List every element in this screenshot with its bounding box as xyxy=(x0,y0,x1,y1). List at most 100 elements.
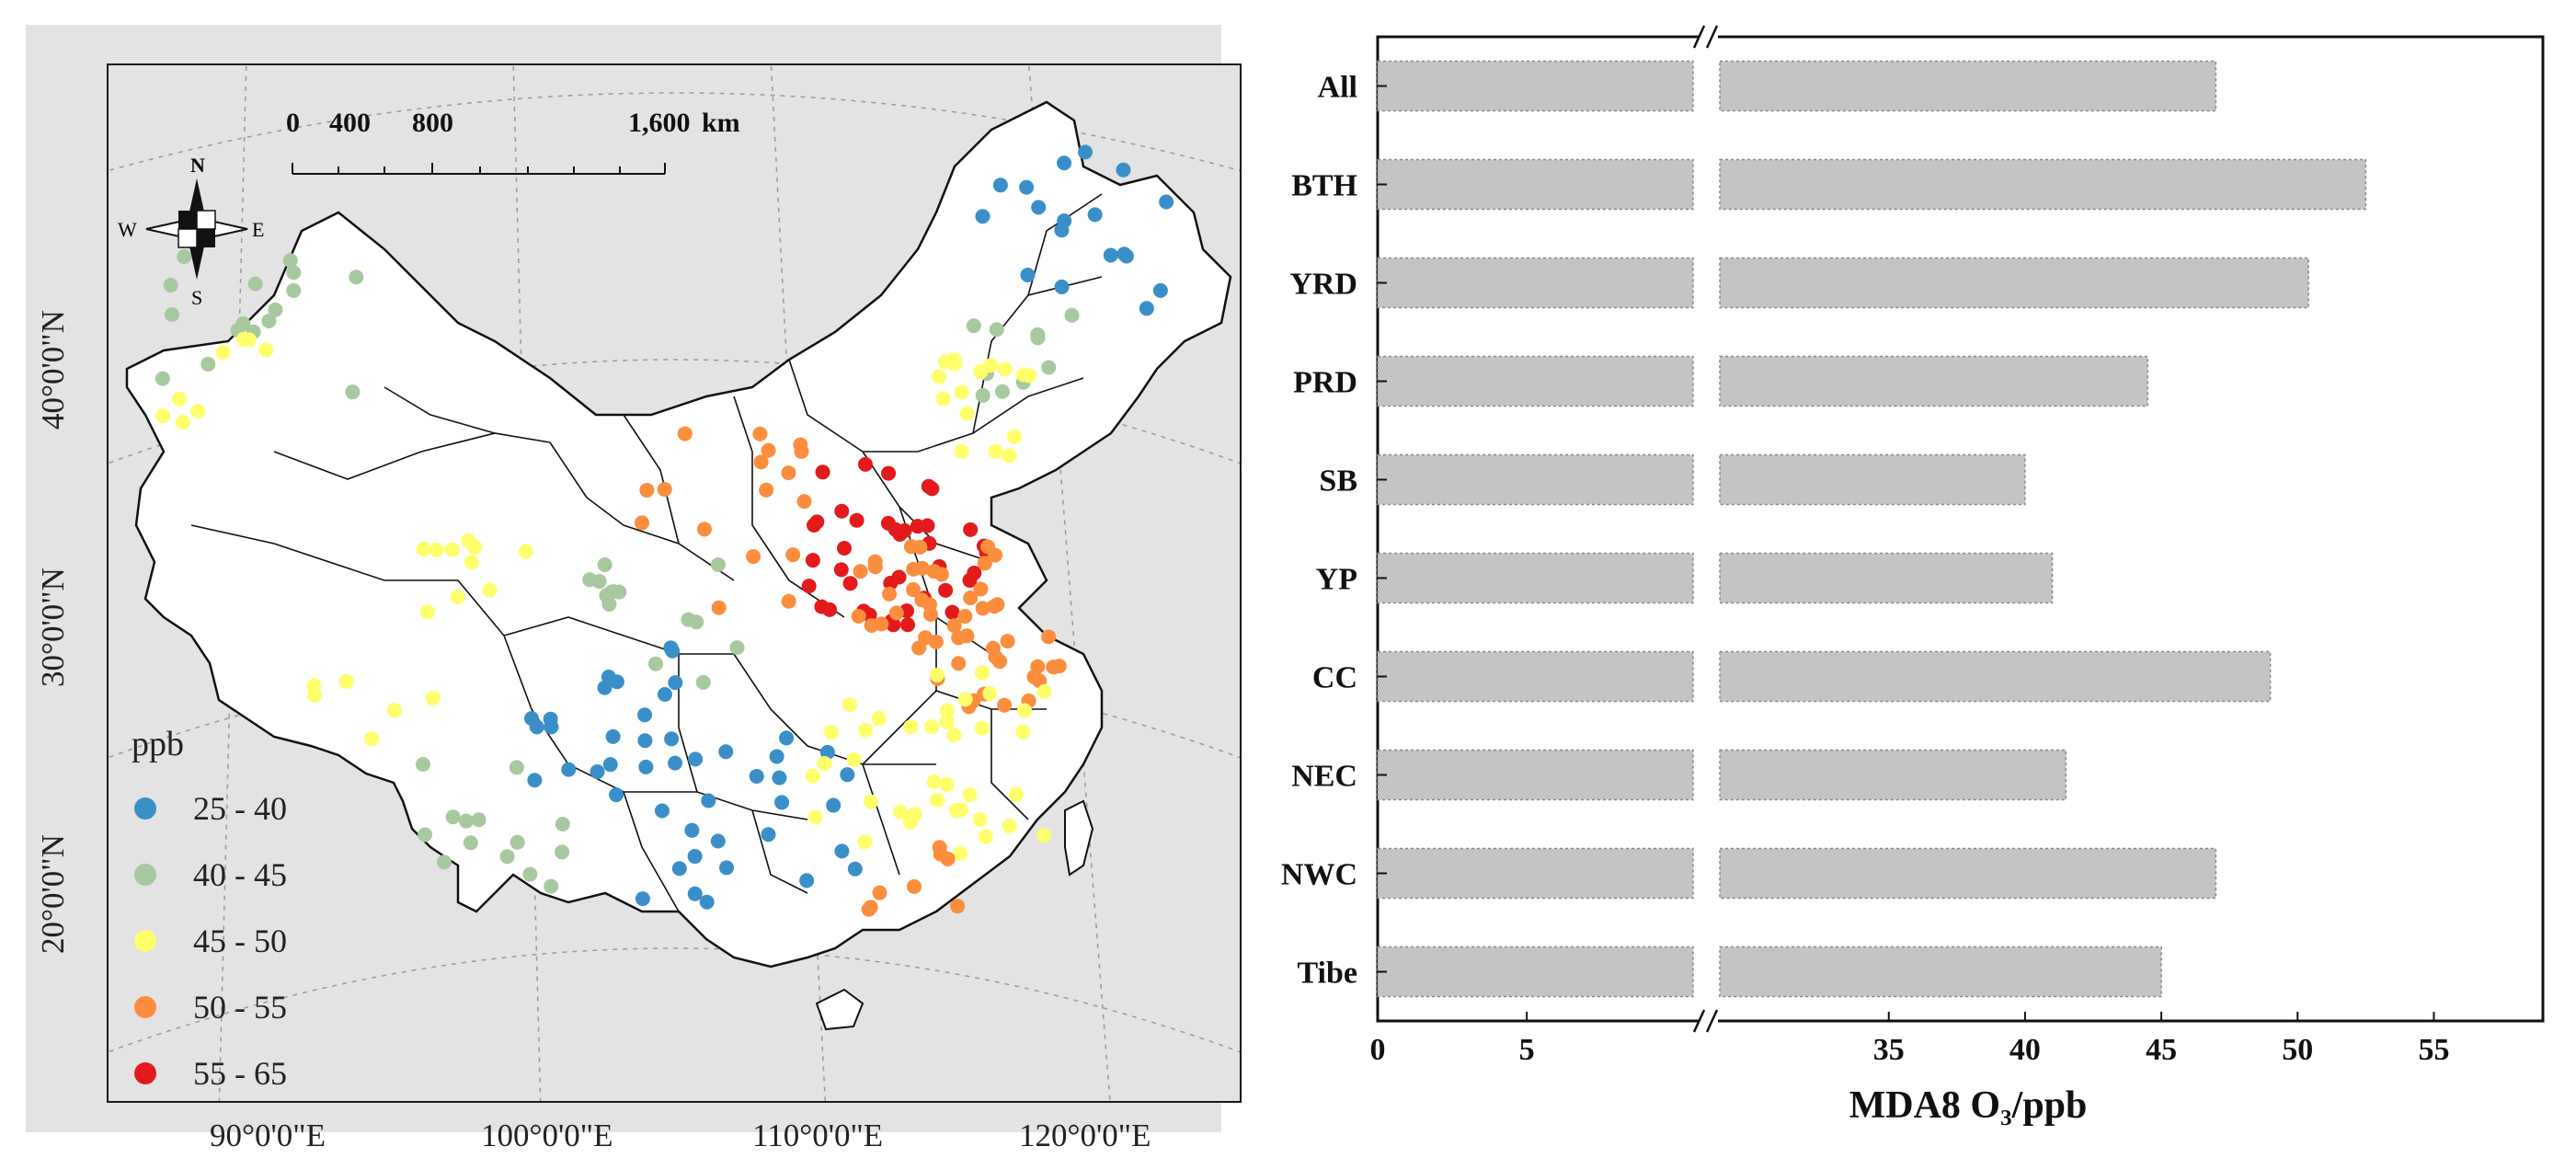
station-dot xyxy=(1015,724,1031,740)
lon-label-110: 110°0'0"E xyxy=(752,1118,884,1153)
bar-SB-low xyxy=(1377,453,1694,506)
station-dot xyxy=(749,768,764,784)
station-dot xyxy=(1077,144,1093,160)
station-dot xyxy=(175,415,190,430)
station-dot xyxy=(957,692,973,707)
station-dot xyxy=(171,391,187,407)
station-dot xyxy=(597,557,613,573)
station-dot xyxy=(805,553,820,568)
station-dot xyxy=(459,813,475,829)
station-dot xyxy=(415,756,430,772)
station-dot xyxy=(647,656,663,671)
compass-s: S xyxy=(191,286,202,309)
station-dot xyxy=(1064,307,1080,323)
bar-NEC xyxy=(1719,749,2067,801)
station-dot xyxy=(688,751,704,767)
legend-label: 50 - 55 xyxy=(193,989,287,1026)
station-dot xyxy=(940,703,956,718)
lon-label-100: 100°0'0"E xyxy=(481,1118,613,1153)
station-dot xyxy=(1051,659,1067,674)
station-dot xyxy=(975,387,990,403)
station-dot xyxy=(761,827,776,843)
station-dot xyxy=(338,673,354,689)
station-dot xyxy=(932,840,947,855)
station-dot xyxy=(711,600,727,615)
station-dot xyxy=(769,749,784,764)
station-dot xyxy=(840,767,855,783)
station-dot xyxy=(857,834,873,850)
station-dot xyxy=(602,757,618,773)
x-tick-label: 35 xyxy=(1873,1033,1905,1067)
station-dot xyxy=(966,318,981,334)
station-dot xyxy=(364,731,380,747)
station-dot xyxy=(888,605,904,621)
station-dot xyxy=(544,878,559,894)
station-dot xyxy=(952,845,967,861)
station-dot xyxy=(946,352,962,368)
station-dot xyxy=(837,540,853,556)
station-dot xyxy=(1054,279,1070,294)
station-dot xyxy=(701,793,716,808)
station-dot xyxy=(962,787,978,803)
station-dot xyxy=(1116,247,1132,262)
station-dot xyxy=(867,559,883,575)
bar-PRD-low xyxy=(1377,355,1694,407)
station-dot xyxy=(833,562,849,578)
station-dot xyxy=(654,803,670,819)
station-dot xyxy=(997,361,1013,377)
station-dot xyxy=(847,861,863,877)
station-dot xyxy=(200,357,216,373)
station-dot xyxy=(429,542,444,557)
bar-BTH-low xyxy=(1377,158,1694,211)
station-dot xyxy=(509,834,525,850)
station-dot xyxy=(974,665,990,681)
station-dot xyxy=(425,691,441,706)
station-dot xyxy=(973,364,989,380)
station-dot xyxy=(1020,267,1036,282)
station-dot xyxy=(258,342,274,358)
station-dot xyxy=(668,675,683,691)
station-dot xyxy=(906,561,922,577)
station-dot xyxy=(163,278,178,293)
compass-rose-icon: N S E W xyxy=(118,154,264,309)
station-dot xyxy=(1009,786,1025,802)
map-legend: ppb 25 - 40 40 - 45 45 - 50 50 - 55 55 - 65 xyxy=(132,724,287,1106)
station-dot xyxy=(268,302,283,317)
station-dot xyxy=(805,768,820,784)
station-dot xyxy=(954,443,969,459)
station-dot xyxy=(858,722,874,738)
station-dot xyxy=(164,307,179,323)
station-dot xyxy=(1030,330,1046,346)
compass-w: W xyxy=(118,218,137,241)
station-dot xyxy=(939,714,955,729)
station-dot xyxy=(604,584,620,600)
station-dot xyxy=(935,391,951,407)
station-dot xyxy=(463,835,478,851)
station-dot xyxy=(286,282,302,298)
station-dot xyxy=(155,408,171,424)
station-dot xyxy=(729,640,745,656)
station-dot xyxy=(807,809,823,825)
bar-YRD-low xyxy=(1377,257,1694,309)
station-dot xyxy=(834,843,850,859)
station-dot xyxy=(306,678,322,694)
station-dot xyxy=(874,616,889,632)
station-dot xyxy=(972,811,988,827)
station-dot xyxy=(1041,360,1057,375)
station-dot xyxy=(509,760,524,775)
station-dot xyxy=(638,759,654,774)
bar-CC xyxy=(1719,650,2272,703)
station-dot xyxy=(1139,301,1154,316)
station-dot xyxy=(849,512,864,528)
taiwan-island xyxy=(1064,799,1094,877)
station-dot xyxy=(635,891,650,907)
station-dot xyxy=(926,774,942,789)
station-dot xyxy=(1036,828,1052,843)
station-dot xyxy=(1041,629,1057,645)
station-dot xyxy=(543,711,558,727)
x-tick-label: 55 xyxy=(2418,1033,2449,1067)
station-dot xyxy=(1000,634,1015,649)
station-dot xyxy=(940,851,956,866)
legend-item: 40 - 45 xyxy=(132,842,287,908)
station-dot xyxy=(1152,282,1168,298)
